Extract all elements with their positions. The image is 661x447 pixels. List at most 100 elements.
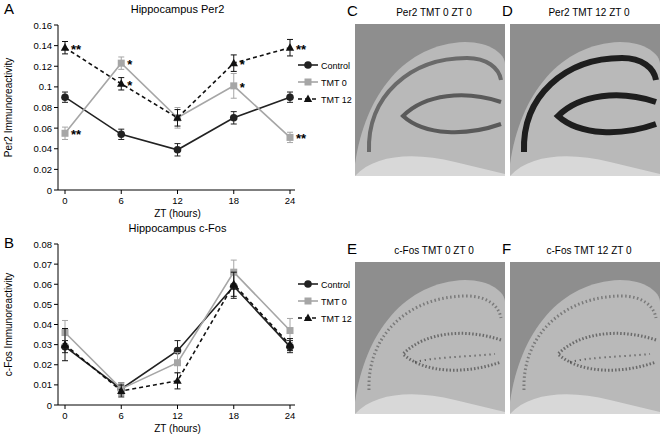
legend-marker: [304, 95, 312, 103]
image-title: Per2 TMT 0 ZT 0: [396, 7, 472, 18]
data-point: [286, 43, 294, 51]
y-tick: [54, 244, 58, 245]
error-bar: [175, 353, 181, 373]
x-tick-label: 24: [285, 195, 296, 206]
data-point: [286, 340, 294, 348]
legend-marker: [305, 298, 312, 305]
error-bar: [231, 112, 237, 124]
dentate-gyrus: [558, 333, 656, 370]
y-tick-label: 0.12: [34, 61, 53, 72]
panel-label: E: [347, 240, 357, 257]
data-point: [117, 131, 125, 139]
tissue: [510, 280, 660, 414]
y-tick: [54, 190, 58, 191]
plot-area: [61, 39, 294, 156]
y-tick-label: 0.01: [34, 379, 53, 390]
image-panel: C Per2 TMT 0 ZT 0: [347, 2, 505, 176]
image-panel: Ec-Fos TMT 0 ZT 0: [347, 240, 505, 414]
legend-marker: [304, 280, 312, 288]
data-point: [230, 280, 238, 288]
chart-panel: AHippocampus Per200.020.040.060.080.10.1…: [3, 0, 352, 219]
data-point: [230, 114, 238, 122]
dentate-gyrus: [403, 333, 501, 370]
data-point: [287, 327, 294, 334]
x-tick: [233, 405, 234, 409]
x-tick-label: 0: [62, 410, 67, 421]
micrograph: [510, 262, 660, 414]
significance: *: [240, 80, 246, 95]
legend-label: TMT 0: [321, 297, 347, 307]
image-panel: DPer2 TMT 12 ZT 0: [502, 2, 660, 176]
x-tick-label: 0: [62, 195, 67, 206]
tissue: [510, 42, 660, 176]
error-bar: [118, 57, 124, 69]
micrograph: [355, 262, 505, 414]
y-tick-label: 0: [47, 185, 52, 196]
y-tick: [54, 25, 58, 26]
data-point: [230, 59, 238, 67]
x-axis: [58, 405, 295, 406]
series-line: [65, 284, 290, 391]
y-tick: [54, 148, 58, 149]
error-bar: [118, 129, 124, 139]
y-tick: [54, 344, 58, 345]
image-background: [355, 262, 505, 414]
micrograph: [510, 24, 660, 176]
panel-label: F: [502, 240, 511, 257]
significance: **: [71, 127, 82, 142]
ca-layer: [524, 296, 656, 390]
legend-label: TMT 12: [321, 314, 352, 324]
y-axis-label: c-Fos Immunoreactivity: [3, 273, 14, 376]
legend-marker: [304, 314, 312, 322]
x-tick: [233, 190, 234, 194]
data-point: [173, 376, 181, 384]
plot-area: [61, 260, 294, 397]
series-line: [65, 63, 290, 137]
data-point: [286, 93, 294, 101]
significance: **: [296, 131, 307, 146]
panel-label: C: [347, 2, 358, 19]
x-tick-label: 12: [172, 410, 183, 421]
figure: AHippocampus Per200.020.040.060.080.10.1…: [0, 0, 661, 447]
data-point: [61, 43, 69, 51]
x-axis-label: ZT (hours): [154, 208, 201, 219]
y-tick-label: 0.08: [34, 239, 53, 250]
legend-label: Control: [321, 280, 350, 290]
y-tick-label: 0: [47, 400, 52, 411]
image-title: Per2 TMT 12 ZT 0: [548, 7, 630, 18]
error-bar: [231, 73, 237, 98]
image-panel: Fc-Fos TMT 12 ZT 0: [502, 240, 660, 414]
data-point: [62, 130, 69, 137]
y-tick: [54, 86, 58, 87]
y-tick-label: 0.04: [34, 319, 53, 330]
y-tick: [54, 169, 58, 170]
x-tick-label: 18: [228, 195, 239, 206]
x-tick-label: 12: [172, 195, 183, 206]
data-point: [230, 82, 237, 89]
y-tick-label: 0.07: [34, 259, 53, 270]
y-tick: [54, 384, 58, 385]
ca-layer: [369, 296, 501, 390]
data-point: [287, 134, 294, 141]
x-tick-label: 6: [119, 410, 124, 421]
y-tick: [54, 364, 58, 365]
error-bar: [287, 92, 293, 102]
y-tick-label: 0.04: [34, 143, 53, 154]
significance: *: [240, 57, 246, 72]
cell-dots: [570, 354, 650, 362]
dentate-gyrus: [558, 95, 656, 132]
background: [0, 0, 661, 447]
significance: *: [127, 78, 133, 93]
y-tick: [54, 107, 58, 108]
y-tick-label: 0.06: [34, 279, 53, 290]
y-tick: [54, 66, 58, 67]
image-background: [510, 24, 660, 176]
cell-dots: [415, 354, 495, 362]
y-tick: [54, 304, 58, 305]
legend-marker: [304, 61, 312, 69]
panel-label: B: [4, 234, 14, 251]
data-point: [117, 79, 125, 87]
tissue-edge: [355, 156, 505, 176]
y-tick: [54, 264, 58, 265]
image-title: c-Fos TMT 0 ZT 0: [394, 245, 474, 256]
